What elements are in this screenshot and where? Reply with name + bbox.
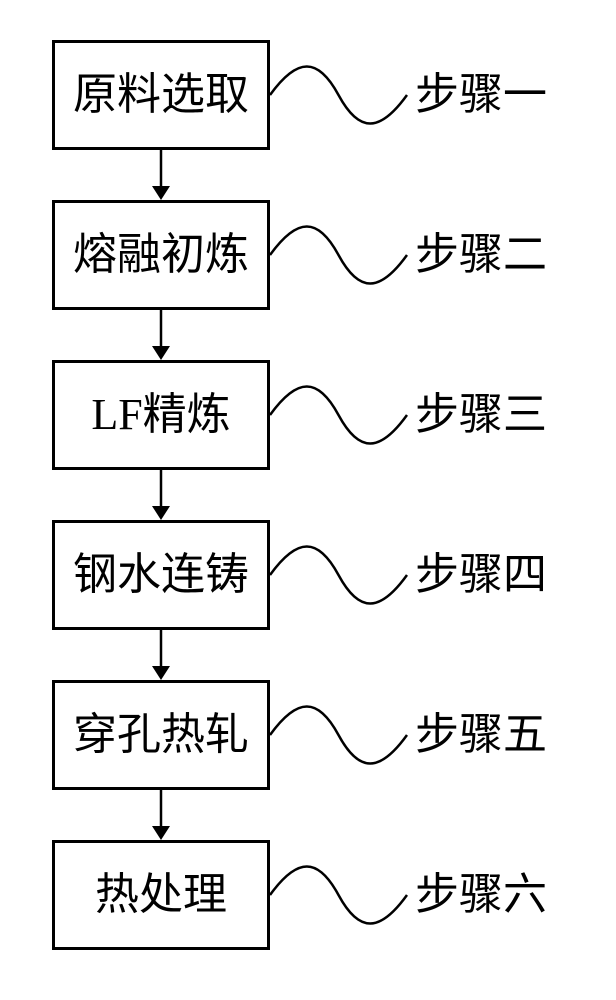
step-box-6: 热处理	[52, 840, 270, 950]
step-label-5: 步骤五	[415, 713, 547, 757]
arrow-head-3	[152, 506, 170, 520]
step-box-1: 原料选取	[52, 40, 270, 150]
step-text-2: 熔融初炼	[73, 233, 249, 277]
step-label-4: 步骤四	[415, 553, 547, 597]
step-label-2: 步骤二	[415, 233, 547, 277]
step-text-1: 原料选取	[73, 73, 249, 117]
wave-connector-2	[270, 227, 407, 284]
wave-connector-4	[270, 547, 407, 604]
arrow-head-5	[152, 826, 170, 840]
flowchart-canvas: 原料选取 熔融初炼 LF精炼 钢水连铸 穿孔热轧 热处理 步骤一 步骤二 步骤三…	[0, 0, 616, 1000]
step-text-6: 热处理	[95, 873, 227, 917]
step-box-2: 熔融初炼	[52, 200, 270, 310]
wave-connector-5	[270, 707, 407, 764]
step-label-3: 步骤三	[415, 393, 547, 437]
step-box-3: LF精炼	[52, 360, 270, 470]
step-text-3: LF精炼	[91, 393, 230, 437]
wave-connector-3	[270, 387, 407, 444]
arrow-head-4	[152, 666, 170, 680]
step-text-4: 钢水连铸	[73, 553, 249, 597]
step-box-4: 钢水连铸	[52, 520, 270, 630]
step-text-5: 穿孔热轧	[73, 713, 249, 757]
step-box-5: 穿孔热轧	[52, 680, 270, 790]
arrow-head-1	[152, 186, 170, 200]
wave-connector-1	[270, 67, 407, 124]
arrow-head-2	[152, 346, 170, 360]
step-label-1: 步骤一	[415, 73, 547, 117]
wave-connector-6	[270, 867, 407, 924]
step-label-6: 步骤六	[415, 873, 547, 917]
